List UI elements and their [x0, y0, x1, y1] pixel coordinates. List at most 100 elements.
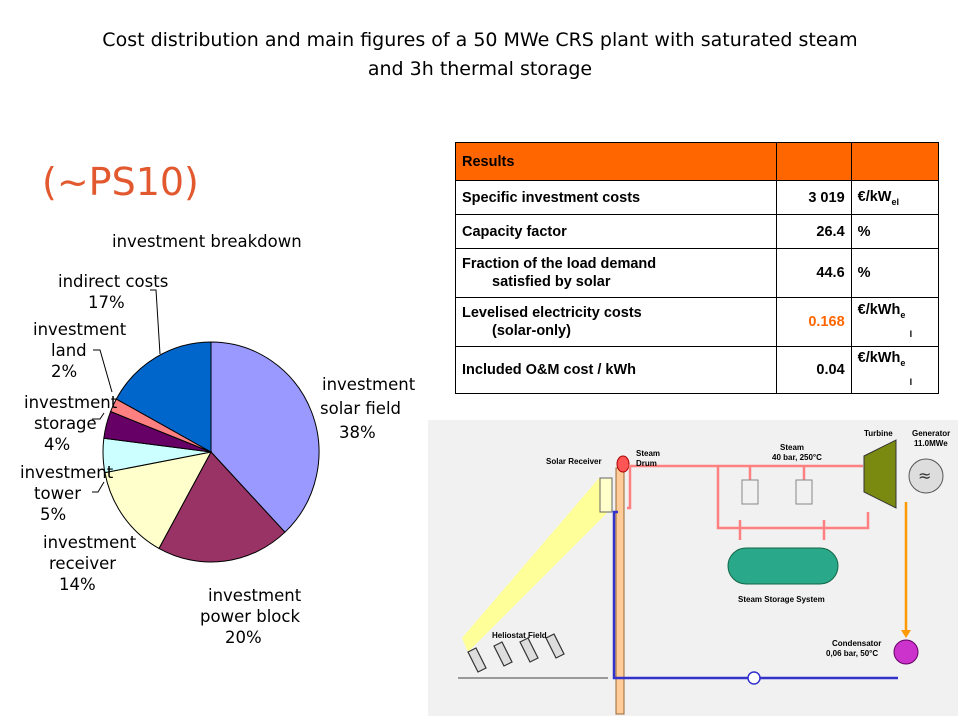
- pie-label-line: investment: [20, 463, 114, 482]
- valve-1: [741, 479, 759, 505]
- label-steam-drum-2: Drum: [636, 459, 657, 468]
- row-label: Capacity factor: [455, 214, 777, 249]
- unit-subscript-wrap: l: [909, 329, 913, 340]
- pie-slice: [158, 451, 286, 563]
- pie-label-line: tower: [34, 484, 81, 503]
- pie-label-line: 20%: [225, 628, 262, 647]
- row-label-line-1: Levelised electricity costs: [462, 305, 642, 321]
- pie-leader-line: [150, 289, 161, 355]
- pie-label-line: investment: [43, 533, 137, 552]
- pie-label-line: 14%: [59, 575, 96, 594]
- steam-drum: [616, 455, 630, 473]
- pie-slice: [104, 451, 212, 550]
- label-steam-drum-1: Steam: [636, 449, 660, 458]
- row-unit: €/kWhe l: [850, 297, 940, 347]
- unit-subscript: el: [891, 196, 899, 207]
- unit-subscript: e: [900, 357, 906, 368]
- row-unit: %: [850, 248, 940, 298]
- pie-slice-label: investment power block 20%: [200, 586, 302, 647]
- row-label-line-2: (solar-only): [492, 323, 571, 339]
- pie-label-line: investment: [322, 375, 416, 394]
- label-steam-2: 40 bar, 250°C: [772, 453, 822, 462]
- row-label-line-2: satisfied by solar: [492, 274, 611, 290]
- label-solar-receiver: Solar Receiver: [546, 457, 602, 466]
- table-row: Capacity factor 26.4 %: [455, 214, 940, 249]
- title-line-2: and 3h thermal storage: [367, 58, 593, 80]
- pie-slice-label: investment land 2%: [33, 320, 127, 381]
- pie-label-line: investment: [208, 586, 302, 605]
- generator-symbol-icon: ≈: [918, 466, 931, 485]
- pie-leader-line: [92, 481, 105, 493]
- pie-label-line: 2%: [51, 362, 77, 381]
- row-value-highlight: 0.168: [775, 297, 852, 347]
- table-header-row: Results: [455, 142, 940, 181]
- steam-lines: [627, 464, 870, 540]
- table-row: Included O&M cost / kWh 0.04 €/kWhe l: [455, 346, 940, 394]
- label-steam-1: Steam: [780, 443, 804, 452]
- unit-text: €/kW: [857, 188, 892, 205]
- label-condensator-1: Condensator: [832, 639, 881, 648]
- unit-subscript-wrap: l: [909, 377, 913, 388]
- pie-label-line: 4%: [44, 435, 70, 454]
- row-value: 26.4: [775, 214, 852, 249]
- row-label: Specific investment costs: [455, 180, 777, 215]
- label-heliostat-field: Heliostat Field: [492, 631, 547, 640]
- steam-storage-tank: [727, 547, 839, 585]
- pie-label-line: investment: [24, 393, 118, 412]
- table-row: Fraction of the load demand satisfied by…: [455, 248, 940, 298]
- plant-schematic: ≈ Solar Receiver Steam Drum Steam 40 bar…: [428, 420, 958, 716]
- generator: [908, 458, 944, 494]
- pump-icon: [747, 671, 761, 685]
- turbine: [863, 439, 897, 509]
- heliostat-field: [458, 633, 608, 679]
- pie-label-line: solar field: [320, 399, 401, 418]
- pie-chart-title: investment breakdown: [112, 232, 302, 251]
- header-cell-value: [775, 142, 852, 181]
- pie-label-line: storage: [34, 414, 97, 433]
- pie-leader-line: [93, 349, 113, 393]
- row-value: 0.04: [775, 346, 852, 394]
- row-label-line-1: Fraction of the load demand: [462, 256, 657, 272]
- unit-text: €/kWh: [857, 301, 901, 318]
- investment-pie-chart: investment breakdown investment solar fie…: [20, 232, 416, 647]
- pie-slice-label: investment tower 5%: [20, 463, 114, 524]
- unit-text: €/kWh: [857, 349, 901, 366]
- label-turbine: Turbine: [864, 429, 893, 438]
- row-label: Levelised electricity costs (solar-only): [455, 297, 777, 347]
- flow-arrow: [901, 630, 911, 638]
- table-row: Specific investment costs 3 019 €/kWel: [455, 180, 940, 215]
- pie-label-line: land: [51, 341, 87, 360]
- unit-subscript: e: [900, 309, 906, 320]
- pie-leader-line: [92, 412, 105, 420]
- pie-label-line: investment: [33, 320, 127, 339]
- pie-slice: [210, 341, 320, 533]
- plant-subtitle: (~PS10): [42, 160, 199, 204]
- pie-label-line: 5%: [40, 505, 66, 524]
- pie-slice: [115, 341, 212, 453]
- pie-slice-label: investment solar field 38%: [320, 375, 416, 442]
- sunlight-beam: [462, 477, 608, 652]
- pie-label-line: indirect costs: [58, 272, 168, 291]
- pie-label-line: power block: [200, 607, 300, 626]
- header-cell-unit: [850, 142, 940, 181]
- row-unit: €/kWel: [850, 180, 940, 215]
- slide-title: Cost distribution and main figures of a …: [40, 26, 920, 84]
- label-generator-2: 11.0MWe: [914, 439, 948, 448]
- title-line-1: Cost distribution and main figures of a …: [102, 29, 858, 51]
- pie-label-line: 38%: [339, 423, 376, 442]
- valve-2: [795, 479, 813, 505]
- header-cell-results: Results: [455, 142, 777, 181]
- row-value: 3 019: [775, 180, 852, 215]
- row-unit: €/kWhe l: [850, 346, 940, 394]
- solar-receiver: [599, 477, 613, 513]
- row-label: Fraction of the load demand satisfied by…: [455, 248, 777, 298]
- pie-label-line: 17%: [88, 293, 125, 312]
- row-value: 44.6: [775, 248, 852, 298]
- pie-slice-label: indirect costs 17%: [58, 272, 168, 312]
- pie-slice-label: investment storage 4%: [24, 393, 118, 454]
- condensator: [893, 639, 919, 665]
- pie-label-line: receiver: [49, 554, 116, 573]
- table-row: Levelised electricity costs (solar-only)…: [455, 297, 940, 347]
- label-generator-1: Generator: [912, 429, 950, 438]
- label-storage: Steam Storage System: [738, 595, 825, 604]
